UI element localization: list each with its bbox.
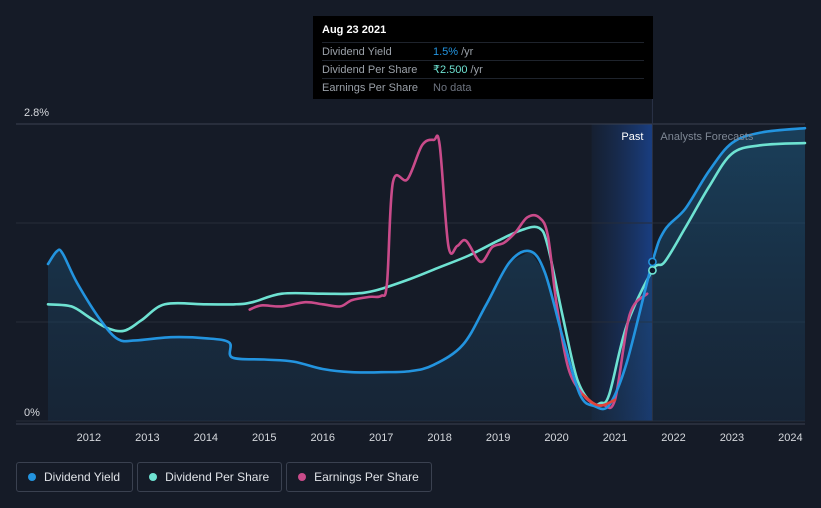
legend-dot-icon: [298, 473, 307, 481]
x-tick-label: 2013: [135, 432, 159, 444]
x-tick-label: 2023: [720, 432, 744, 444]
tooltip-value: ₹2.500: [433, 64, 468, 76]
highlight-marker: [648, 257, 657, 267]
legend-dividend-yield[interactable]: Dividend Yield: [16, 462, 134, 492]
x-tick-label: 2022: [661, 432, 685, 444]
y-tick-label: 0%: [24, 407, 40, 419]
x-tick-label: 2014: [194, 432, 218, 444]
dividend-per-share-line: [46, 141, 807, 407]
tooltip-label: Dividend Yield: [322, 45, 392, 58]
legend-label: Dividend Yield: [44, 470, 121, 484]
highlight-marker: [648, 265, 657, 275]
legend-earnings-per-share[interactable]: Earnings Per Share: [286, 462, 432, 492]
tooltip-unit: /yr: [470, 63, 483, 76]
legend: Dividend Yield Dividend Per Share Earnin…: [16, 462, 432, 492]
x-tick-label: 2015: [252, 432, 276, 444]
forecast-label: Analysts Forecasts: [660, 131, 753, 143]
tooltip: Aug 23 2021 Dividend Yield 1.5% /yr Divi…: [313, 16, 653, 99]
earnings-negative-segment: [581, 393, 617, 407]
legend-label: Earnings Per Share: [314, 470, 419, 484]
tooltip-value: No data: [433, 81, 472, 94]
dividend-yield-line: [46, 126, 807, 411]
x-tick-label: 2021: [603, 432, 627, 444]
tooltip-value: 1.5%: [433, 45, 459, 58]
x-tick-label: 2020: [544, 432, 568, 444]
x-axis-ticks: 2012 2013 2014 2015 2016 2017 2018 2019 2020 2021…: [77, 432, 803, 444]
tooltip-label: Dividend Per Share: [322, 63, 418, 76]
legend-dot-icon: [149, 473, 158, 481]
x-tick-label: 2018: [427, 432, 451, 444]
tooltip-row-dividend-per-share: Dividend Per Share ₹2.500 /yr: [322, 60, 644, 78]
legend-label: Dividend Per Share: [165, 470, 270, 484]
x-tick-label: 2012: [77, 432, 101, 444]
tooltip-label: Earnings Per Share: [322, 81, 418, 94]
legend-dividend-per-share[interactable]: Dividend Per Share: [137, 462, 283, 492]
past-label: Past: [621, 131, 643, 143]
series-lines: [46, 126, 807, 411]
tooltip-date: Aug 23 2021: [322, 24, 387, 36]
tooltip-unit: /yr: [461, 45, 474, 58]
x-tick-label: 2017: [369, 432, 393, 444]
highlight-markers: [648, 257, 657, 275]
y-axis-ticks: 2.8% 0%: [24, 107, 49, 419]
tooltip-row-dividend-yield: Dividend Yield 1.5% /yr: [322, 42, 644, 60]
y-tick-label: 2.8%: [24, 107, 49, 119]
dividend-yield-area: [48, 128, 805, 421]
x-tick-label: 2019: [486, 432, 510, 444]
tooltip-row-earnings-per-share: Earnings Per Share No data: [322, 78, 644, 96]
x-tick-label: 2016: [310, 432, 334, 444]
x-tick-label: 2024: [778, 432, 802, 444]
legend-dot-icon: [28, 473, 36, 481]
